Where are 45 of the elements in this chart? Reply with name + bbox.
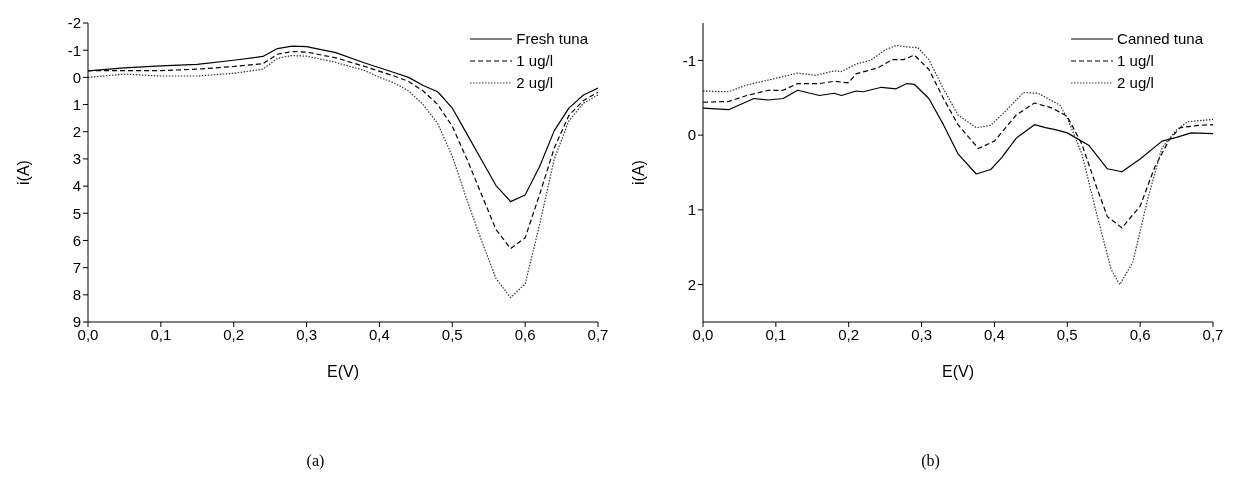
line-series bbox=[88, 55, 598, 299]
legend-label: Canned tuna bbox=[1117, 29, 1203, 49]
text: (a) bbox=[306, 452, 325, 470]
y-tick-label: -2 bbox=[67, 14, 81, 32]
y-tick-label: 6 bbox=[72, 231, 81, 249]
text: (b) bbox=[921, 452, 940, 470]
y-tick-label: 2 bbox=[72, 123, 81, 141]
y-tick-label: 0 bbox=[72, 68, 81, 86]
y-tick-label: -1 bbox=[682, 51, 696, 69]
x-tick-label: 0,2 bbox=[223, 325, 245, 343]
x-tick-label: 0,1 bbox=[765, 325, 787, 343]
y-axis-title: i(A) bbox=[629, 160, 647, 185]
legend-label: 1 ug/l bbox=[516, 51, 553, 71]
y-tick-label: 4 bbox=[72, 177, 81, 195]
y-tick-label: 8 bbox=[72, 286, 81, 304]
x-tick-label: 0,4 bbox=[369, 325, 390, 343]
x-tick-label: 0,3 bbox=[296, 325, 317, 343]
y-tick-label: 1 bbox=[687, 201, 696, 219]
x-tick-label: 0,7 bbox=[1202, 325, 1224, 343]
line-series bbox=[703, 44, 1213, 286]
y-tick-label: 5 bbox=[72, 204, 81, 222]
legend-label: Fresh tuna bbox=[516, 29, 588, 49]
x-tick-label: 0,6 bbox=[1129, 325, 1151, 343]
x-tick-label: 0,5 bbox=[1056, 325, 1078, 343]
x-tick-label: 0,2 bbox=[838, 325, 860, 343]
y-tick-label: 3 bbox=[72, 150, 81, 168]
x-tick-label: 0,1 bbox=[150, 325, 172, 343]
x-tick-label: 0,4 bbox=[984, 325, 1005, 343]
y-tick-label: 2 bbox=[687, 275, 696, 293]
x-tick-label: 0,7 bbox=[587, 325, 609, 343]
y-tick-label: 0 bbox=[687, 126, 696, 144]
x-tick-label: 0,3 bbox=[911, 325, 932, 343]
y-tick-label: -1 bbox=[67, 41, 81, 59]
y-tick-label: 1 bbox=[72, 95, 81, 113]
x-axis-title: E(V) bbox=[942, 363, 974, 380]
y-tick-label: 7 bbox=[72, 258, 81, 276]
x-tick-label: 0,6 bbox=[514, 325, 536, 343]
legend-label: 1 ug/l bbox=[1117, 51, 1154, 71]
legend-label: 2 ug/l bbox=[516, 73, 553, 93]
x-tick-label: 0,0 bbox=[692, 325, 714, 343]
y-tick-label: 9 bbox=[72, 313, 81, 331]
legend-label: 2 ug/l bbox=[1117, 73, 1154, 93]
x-axis-title: E(V) bbox=[327, 363, 359, 380]
y-axis-title: i(A) bbox=[14, 160, 32, 185]
x-tick-label: 0,5 bbox=[441, 325, 463, 343]
